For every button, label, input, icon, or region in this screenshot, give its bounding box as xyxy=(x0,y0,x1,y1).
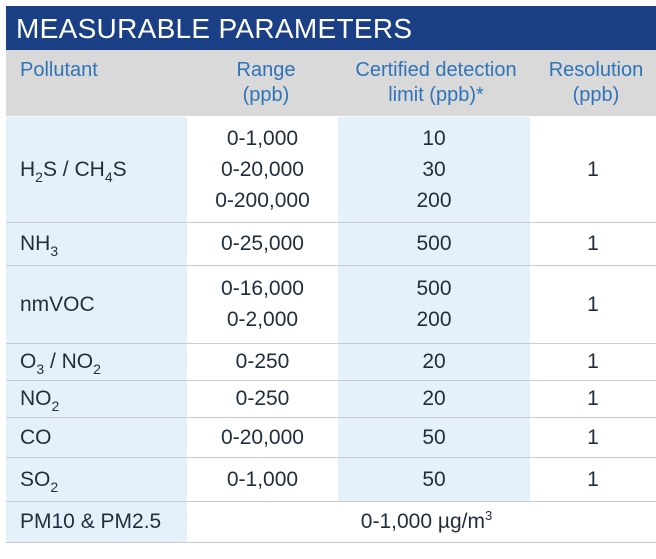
table-row: NH3 0-25,000 500 1 xyxy=(6,222,656,266)
pollutant-text: O xyxy=(20,350,37,373)
resolution-cell: 1 xyxy=(530,222,656,266)
range-cell: 0-250 xyxy=(187,343,338,381)
detection-limit-value: 200 xyxy=(416,308,452,331)
range-value: 0-1,000 xyxy=(226,126,299,150)
range-value: 0-20,000 xyxy=(221,157,304,181)
header-res-line2: (ppb) xyxy=(572,84,620,106)
table-header: Pollutant Range (ppb) Certified detectio… xyxy=(6,50,656,116)
detection-limit-cell: 20 xyxy=(338,380,530,418)
detection-limit-value: 50 xyxy=(422,467,446,491)
pollutant-text: SO xyxy=(20,467,51,491)
detection-limit-cell: 500 200 xyxy=(338,265,530,344)
table-row: nmVOC 0-16,000 0-2,000 500 200 1 xyxy=(6,265,656,344)
pollutant-cell: SO2 xyxy=(6,457,187,502)
detection-limit-cell: 50 xyxy=(338,457,530,502)
resolution-cell: 1 xyxy=(530,343,656,381)
resolution-cell: 1 xyxy=(530,265,656,344)
subscript: 3 xyxy=(50,243,59,259)
header-cdl-line2: limit (ppb)* xyxy=(388,84,484,106)
subscript: 3 xyxy=(36,361,45,377)
range-value: 0-16,000 xyxy=(221,277,304,300)
pollutant-cell: H2S / CH4S xyxy=(6,117,187,223)
resolution-cell: 1 xyxy=(530,117,656,223)
pollutant-text: CO xyxy=(20,425,52,449)
subscript: 2 xyxy=(51,398,60,414)
pollutant-text: H xyxy=(20,157,36,181)
table-row: O3 / NO2 0-250 20 1 xyxy=(6,343,656,381)
range-cell: 0-1,000 0-20,000 0-200,000 xyxy=(187,117,338,223)
pollutant-cell: O3 / NO2 xyxy=(6,343,187,381)
header-range-line1: Range xyxy=(236,59,296,81)
subscript: 2 xyxy=(93,361,101,377)
range-value: 0-20,000 xyxy=(221,425,304,449)
header-resolution: Resolution (ppb) xyxy=(538,58,654,108)
pollutant-text: NO xyxy=(20,387,52,410)
range-cell: 0-250 xyxy=(187,380,338,418)
range-value: 0-250 xyxy=(235,387,290,410)
pollutant-text: S xyxy=(112,157,127,181)
pollutant-cell: NH3 xyxy=(6,222,187,266)
pollutant-cell: NO2 xyxy=(6,380,187,418)
pollutant-cell: CO xyxy=(6,417,187,458)
range-cell: 0-25,000 xyxy=(187,222,338,266)
pollutant-text: NH xyxy=(20,232,51,255)
header-cdl-line1: Certified detection xyxy=(355,59,517,81)
pm-range-value: 0-1,000 µg/m xyxy=(360,510,485,533)
resolution-cell: 1 xyxy=(530,380,656,418)
subscript: 4 xyxy=(104,168,113,185)
superscript: 3 xyxy=(484,508,493,523)
table-row: SO2 0-1,000 50 1 xyxy=(6,457,656,502)
table-body: H2S / CH4S 0-1,000 0-20,000 0-200,000 10 30 20… xyxy=(6,117,656,543)
detection-limit-cell: 10 30 200 xyxy=(338,117,530,223)
range-value: 0-1,000 xyxy=(226,467,299,491)
detection-limit-value: 10 xyxy=(422,126,446,150)
table-row-pm: PM10 & PM2.5 0-1,000 µg/m3 xyxy=(6,501,656,543)
header-range: Range (ppb) xyxy=(206,58,326,108)
pollutant-cell: nmVOC xyxy=(6,265,187,344)
parameters-table: H2S / CH4S 0-1,000 0-20,000 0-200,000 10 30 20… xyxy=(6,117,656,543)
detection-limit-cell: 500 xyxy=(338,222,530,266)
detection-limit-value: 20 xyxy=(422,387,446,410)
resolution-cell: 1 xyxy=(530,457,656,502)
pm-range-cell: 0-1,000 µg/m3 xyxy=(187,501,656,543)
detection-limit-value: 50 xyxy=(422,425,446,449)
range-value: 0-2,000 xyxy=(226,308,299,331)
table-row: CO 0-20,000 50 1 xyxy=(6,417,656,458)
subscript: 2 xyxy=(35,168,43,185)
range-cell: 0-20,000 xyxy=(187,417,338,458)
pollutant-text: S / CH xyxy=(42,157,105,181)
detection-limit-cell: 20 xyxy=(338,343,530,381)
pollutant-text: / NO xyxy=(44,350,94,373)
detection-limit-value: 20 xyxy=(422,350,446,373)
detection-limit-cell: 50 xyxy=(338,417,530,458)
range-value: 0-250 xyxy=(235,350,290,373)
pollutant-cell: PM10 & PM2.5 xyxy=(6,501,187,543)
header-res-line1: Resolution xyxy=(548,59,644,81)
header-detection-limit: Certified detection limit (ppb)* xyxy=(336,58,536,108)
resolution-cell: 1 xyxy=(530,417,656,458)
table-row: H2S / CH4S 0-1,000 0-20,000 0-200,000 10 30 20… xyxy=(6,117,656,223)
detection-limit-value: 30 xyxy=(422,157,446,181)
range-cell: 0-16,000 0-2,000 xyxy=(187,265,338,344)
detection-limit-value: 500 xyxy=(416,232,452,255)
pollutant-text: nmVOC xyxy=(20,292,95,316)
detection-limit-value: 500 xyxy=(416,277,452,300)
header-range-line2: (ppb) xyxy=(242,84,290,106)
range-value: 0-200,000 xyxy=(215,188,310,212)
detection-limit-value: 200 xyxy=(416,188,452,212)
range-cell: 0-1,000 xyxy=(187,457,338,502)
section-title: MEASURABLE PARAMETERS xyxy=(6,6,656,50)
range-value: 0-25,000 xyxy=(221,232,304,255)
table-row: NO2 0-250 20 1 xyxy=(6,380,656,418)
header-pollutant: Pollutant xyxy=(20,59,98,81)
subscript: 2 xyxy=(50,478,59,495)
